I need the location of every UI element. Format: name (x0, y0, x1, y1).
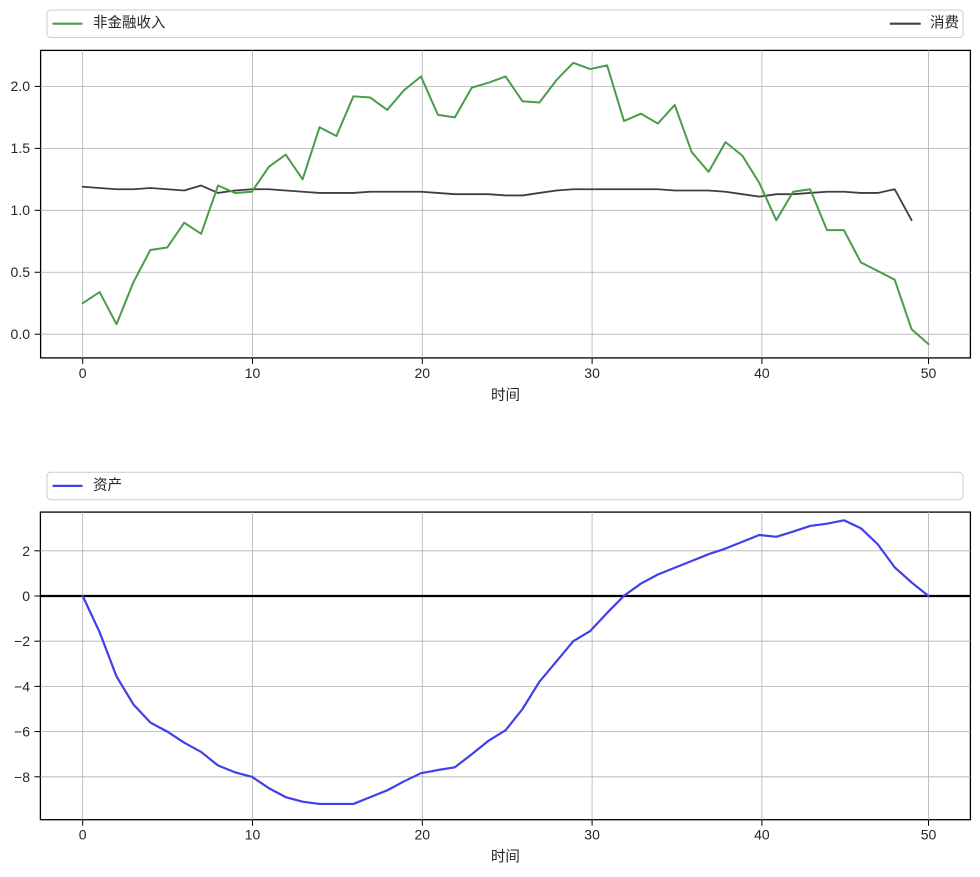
svg-text:40: 40 (754, 827, 770, 843)
svg-text:−8: −8 (14, 769, 30, 785)
svg-text:2: 2 (22, 543, 30, 559)
svg-text:50: 50 (921, 365, 937, 381)
svg-text:资产: 资产 (93, 477, 122, 494)
svg-text:20: 20 (415, 827, 431, 843)
svg-text:消费: 消费 (930, 15, 959, 32)
svg-text:−4: −4 (14, 678, 30, 694)
svg-text:非金融收入: 非金融收入 (93, 15, 166, 32)
svg-text:0.0: 0.0 (11, 326, 31, 342)
svg-text:40: 40 (754, 365, 770, 381)
svg-text:0: 0 (79, 827, 87, 843)
svg-text:−6: −6 (14, 724, 30, 740)
svg-text:30: 30 (584, 827, 600, 843)
svg-text:0.5: 0.5 (11, 264, 31, 280)
svg-text:0: 0 (79, 365, 87, 381)
svg-text:时间: 时间 (491, 387, 520, 404)
svg-text:20: 20 (415, 365, 431, 381)
svg-text:−2: −2 (14, 633, 30, 649)
svg-text:时间: 时间 (491, 849, 520, 866)
svg-text:10: 10 (245, 365, 261, 381)
svg-text:2.0: 2.0 (11, 78, 31, 94)
svg-text:30: 30 (584, 365, 600, 381)
svg-text:10: 10 (245, 827, 261, 843)
svg-text:1.5: 1.5 (11, 140, 31, 156)
svg-text:0: 0 (22, 588, 30, 604)
svg-text:50: 50 (921, 827, 937, 843)
svg-text:1.0: 1.0 (11, 202, 31, 218)
